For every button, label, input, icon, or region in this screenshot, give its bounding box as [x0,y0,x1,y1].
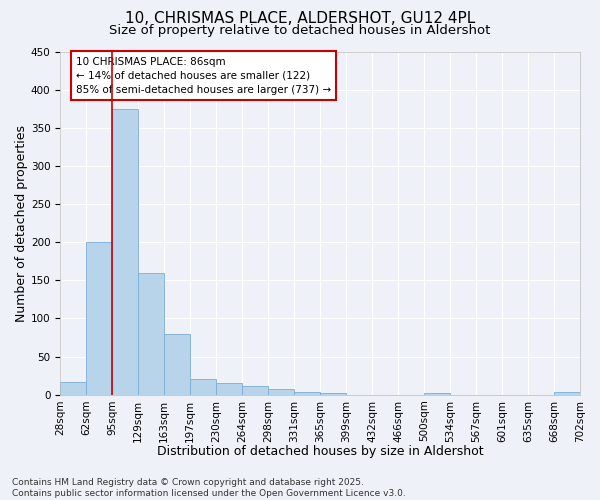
Bar [554,392,580,394]
Text: 10 CHRISMAS PLACE: 86sqm
← 14% of detached houses are smaller (122)
85% of semi-: 10 CHRISMAS PLACE: 86sqm ← 14% of detach… [76,56,331,94]
Bar [268,390,294,394]
Text: 10, CHRISMAS PLACE, ALDERSHOT, GU12 4PL: 10, CHRISMAS PLACE, ALDERSHOT, GU12 4PL [125,11,475,26]
Bar [86,242,112,394]
Text: Size of property relative to detached houses in Aldershot: Size of property relative to detached ho… [109,24,491,37]
Bar [216,384,242,394]
Bar [294,392,320,394]
Bar [164,334,190,394]
Bar [138,272,164,394]
Bar [60,382,86,394]
X-axis label: Distribution of detached houses by size in Aldershot: Distribution of detached houses by size … [157,444,484,458]
Bar [190,380,216,394]
Y-axis label: Number of detached properties: Number of detached properties [15,124,28,322]
Bar [112,108,138,395]
Bar [320,393,346,394]
Bar [424,393,450,394]
Bar [242,386,268,394]
Text: Contains HM Land Registry data © Crown copyright and database right 2025.
Contai: Contains HM Land Registry data © Crown c… [12,478,406,498]
